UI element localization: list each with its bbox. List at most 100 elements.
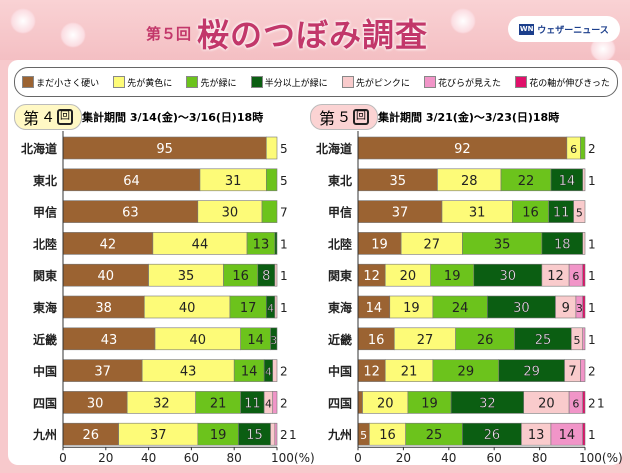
data-label: 1 bbox=[597, 396, 605, 410]
data-label: 16 bbox=[379, 428, 396, 443]
brand-name: ウェザーニュース bbox=[537, 25, 609, 36]
legend-label: 先がピンクに bbox=[355, 78, 410, 89]
data-label: 26 bbox=[83, 428, 100, 443]
bar-segment bbox=[582, 391, 586, 414]
data-label: 63 bbox=[122, 206, 139, 221]
bar-segment bbox=[582, 422, 586, 446]
category-label: 関東 bbox=[328, 268, 352, 283]
badge-number: ５ bbox=[337, 110, 352, 126]
data-label: 27 bbox=[417, 333, 434, 348]
legend-swatch bbox=[424, 76, 437, 88]
x-tick-label: 0 bbox=[59, 451, 67, 465]
data-label: 25 bbox=[426, 428, 443, 443]
data-label: 14 bbox=[559, 428, 576, 443]
category-label: 中国 bbox=[33, 364, 57, 379]
data-label: 2 bbox=[280, 365, 288, 379]
legend: まだ小さく硬い 先が黄色に 先が緑に 半分以上が緑に 先がピンクに 花びらが見えた 花の軸が… bbox=[14, 67, 618, 97]
data-label: 22 bbox=[518, 174, 535, 189]
category-label: 甲信 bbox=[328, 205, 352, 220]
legend-item: 先が緑に bbox=[186, 76, 236, 89]
data-label: 37 bbox=[392, 206, 409, 221]
x-tick-label: 60 bbox=[487, 451, 502, 465]
x-tick-label: 60 bbox=[184, 451, 199, 465]
x-tick-label: 20 bbox=[396, 451, 411, 465]
data-label: 25 bbox=[535, 333, 552, 348]
data-label: 30 bbox=[500, 269, 517, 284]
legend-item: まだ小さく硬い bbox=[22, 76, 99, 89]
badge-suffix: 回 bbox=[353, 109, 370, 125]
data-label: 21 bbox=[401, 365, 418, 380]
legend-label: 花の軸が伸びきった bbox=[529, 78, 610, 89]
legend-swatch bbox=[22, 76, 35, 88]
bar-segment bbox=[272, 359, 278, 382]
data-label: 5 bbox=[280, 142, 288, 156]
data-label: 2 bbox=[588, 142, 596, 156]
category-label: 北海道 bbox=[316, 141, 352, 156]
data-label: 11 bbox=[244, 396, 261, 411]
data-label: 18 bbox=[554, 237, 571, 252]
category-label: 関東 bbox=[33, 268, 57, 283]
bar-segment bbox=[582, 327, 586, 351]
x-tick-label: 100(%) bbox=[271, 451, 315, 465]
data-label: 7 bbox=[568, 365, 576, 380]
data-label: 5 bbox=[360, 429, 367, 442]
data-label: 12 bbox=[363, 269, 380, 284]
data-label: 37 bbox=[94, 365, 111, 380]
legend-swatch bbox=[186, 76, 199, 88]
category-label: 四国 bbox=[33, 396, 57, 410]
category-label: 九州 bbox=[32, 427, 57, 442]
bar-segment bbox=[357, 391, 363, 414]
legend-label: 花びらが見えた bbox=[438, 78, 502, 89]
data-label: 1 bbox=[280, 237, 288, 251]
data-label: 5 bbox=[576, 207, 583, 220]
data-label: 7 bbox=[280, 206, 288, 220]
bar-segment bbox=[580, 136, 586, 160]
page-title: 桜のつぼみ調査 bbox=[197, 16, 429, 54]
data-label: 31 bbox=[469, 206, 486, 221]
data-label: 95 bbox=[156, 142, 173, 157]
data-label: 64 bbox=[123, 174, 140, 189]
data-label: 14 bbox=[559, 174, 576, 189]
data-label: 44 bbox=[192, 237, 209, 252]
legend-item: 花の軸が伸びきった bbox=[515, 76, 610, 89]
x-tick-label: 20 bbox=[98, 451, 113, 465]
legend-label: まだ小さく硬い bbox=[36, 78, 100, 89]
bar-segment bbox=[270, 422, 276, 446]
data-label: 12 bbox=[363, 365, 380, 380]
data-label: 32 bbox=[479, 396, 496, 411]
bar-segment bbox=[270, 327, 278, 351]
data-label: 26 bbox=[477, 333, 494, 348]
data-label: 30 bbox=[513, 301, 530, 316]
x-tick-label: 100(%) bbox=[579, 451, 623, 465]
data-label: 35 bbox=[389, 174, 406, 189]
data-label: 1 bbox=[588, 269, 596, 283]
data-label: 42 bbox=[100, 237, 117, 252]
data-label: 2 bbox=[588, 396, 596, 410]
badge-prefix: 第 bbox=[319, 109, 336, 128]
category-label: 甲信 bbox=[33, 205, 57, 220]
data-label: 40 bbox=[179, 301, 196, 316]
data-label: 1 bbox=[280, 269, 288, 283]
brand-logo: WN ウェザーニュース bbox=[508, 16, 620, 42]
data-label: 2 bbox=[280, 428, 288, 442]
bar-segment bbox=[274, 295, 278, 319]
legend-label: 先が黄色に bbox=[127, 78, 173, 89]
data-label: 2 bbox=[280, 396, 288, 410]
data-label: 35 bbox=[494, 237, 511, 252]
legend-item: 先が黄色に bbox=[113, 76, 172, 89]
data-label: 24 bbox=[452, 301, 469, 316]
data-label: 17 bbox=[240, 301, 257, 316]
legend-label: 半分以上が緑に bbox=[264, 78, 328, 89]
badge-number: ４ bbox=[41, 110, 56, 126]
cherry-blossom-decoration bbox=[450, 8, 476, 34]
data-label: 6 bbox=[572, 397, 579, 410]
data-label: 26 bbox=[484, 428, 501, 443]
category-label: 東北 bbox=[33, 173, 57, 188]
weathernews-logo-icon: WN bbox=[519, 23, 535, 35]
data-label: 12 bbox=[547, 269, 564, 284]
data-label: 15 bbox=[246, 428, 263, 443]
data-label: 43 bbox=[180, 365, 197, 380]
legend-swatch bbox=[250, 76, 263, 88]
